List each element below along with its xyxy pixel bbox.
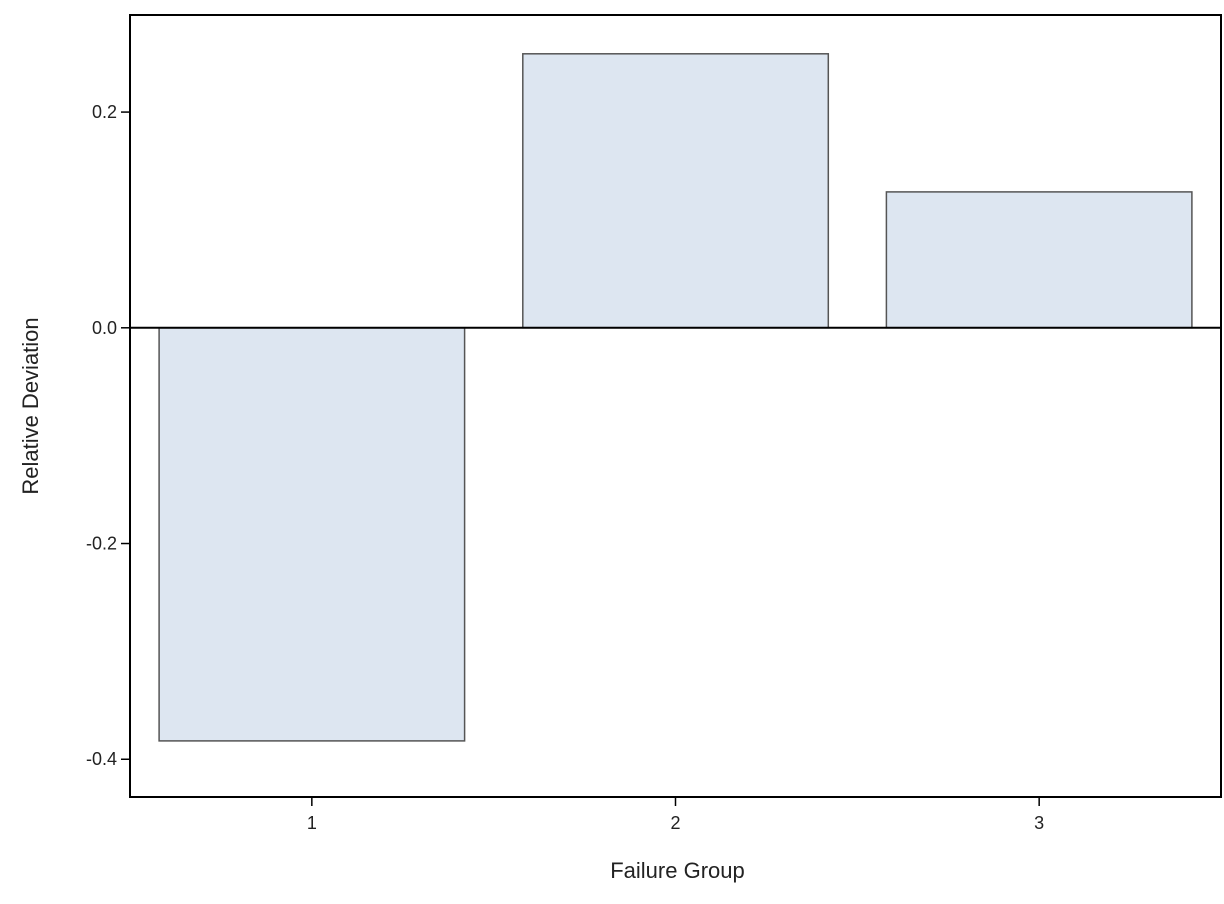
x-tick-label: 1: [307, 813, 317, 833]
x-tick-label: 2: [670, 813, 680, 833]
y-tick-label: -0.2: [86, 534, 117, 554]
x-axis: 1 2 3: [307, 797, 1044, 833]
y-tick-label: 0.0: [92, 318, 117, 338]
bars-layer: [158, 53, 1193, 742]
y-tick-label: -0.4: [86, 749, 117, 769]
y-axis-title: Relative Deviation: [18, 317, 43, 494]
bar-group-3: [885, 191, 1193, 329]
x-axis-title: Failure Group: [610, 858, 745, 883]
bar-group-1: [158, 327, 466, 742]
y-axis: -0.4 -0.2 0.0 0.2: [86, 102, 130, 769]
y-tick-label: 0.2: [92, 102, 117, 122]
bar-group-2: [522, 53, 830, 329]
x-tick-label: 3: [1034, 813, 1044, 833]
